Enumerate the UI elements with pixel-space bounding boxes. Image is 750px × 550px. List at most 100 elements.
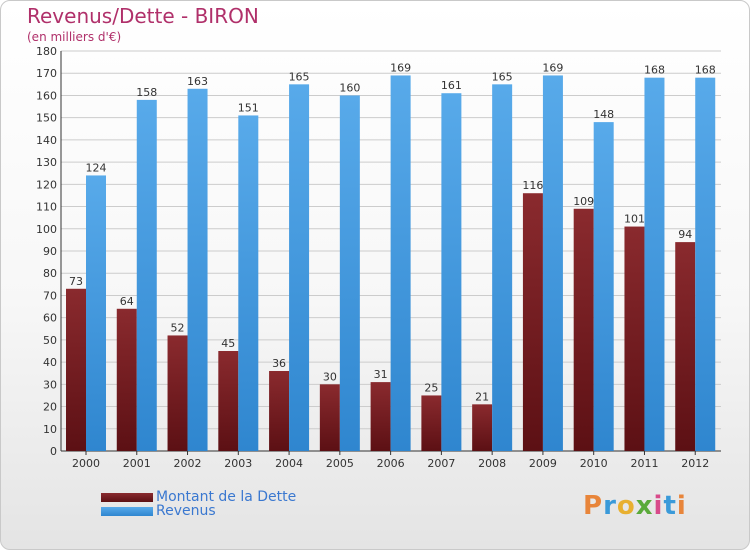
data-label-revenus: 165 xyxy=(492,70,513,83)
data-label-dette: 45 xyxy=(221,337,235,350)
bar-dette xyxy=(472,404,493,451)
y-tick-label: 120 xyxy=(36,178,57,191)
logo-letter: i xyxy=(676,491,687,521)
bar-revenus xyxy=(542,75,563,451)
data-label-revenus: 160 xyxy=(339,81,360,94)
data-label-dette: 21 xyxy=(475,390,489,403)
bar-revenus xyxy=(339,95,360,451)
x-tick-label: 2005 xyxy=(326,457,354,470)
y-tick-label: 60 xyxy=(43,312,57,325)
bar-revenus xyxy=(289,84,310,451)
logo-letter: P xyxy=(583,491,604,521)
bar-dette xyxy=(370,382,391,451)
legend-label-revenus: Revenus xyxy=(156,503,216,519)
y-tick-label: 0 xyxy=(50,445,57,458)
logo-letter: r xyxy=(603,491,617,521)
bar-dette xyxy=(522,193,543,451)
bar-dette xyxy=(269,371,290,451)
x-tick-label: 2008 xyxy=(478,457,506,470)
y-tick-label: 100 xyxy=(36,223,57,236)
bar-revenus xyxy=(644,77,665,452)
y-tick-label: 130 xyxy=(36,156,57,169)
y-tick-label: 40 xyxy=(43,356,57,369)
data-label-revenus: 124 xyxy=(86,161,107,174)
legend-swatch-revenus xyxy=(101,506,153,516)
legend-swatch-dette xyxy=(101,492,153,502)
y-tick-label: 90 xyxy=(43,245,57,258)
data-label-revenus: 148 xyxy=(593,108,614,121)
bar-revenus xyxy=(238,115,259,451)
y-tick-label: 30 xyxy=(43,378,57,391)
data-label-revenus: 165 xyxy=(289,70,310,83)
y-tick-label: 180 xyxy=(36,45,57,58)
bar-dette xyxy=(319,384,340,451)
x-tick-label: 2006 xyxy=(377,457,405,470)
bar-dette xyxy=(624,226,645,451)
x-tick-label: 2012 xyxy=(681,457,709,470)
x-tick-label: 2003 xyxy=(224,457,252,470)
bar-revenus xyxy=(593,122,614,451)
legend-label-dette: Montant de la Dette xyxy=(156,489,297,505)
legend-item-revenus: Revenus xyxy=(101,503,216,519)
x-tick-label: 2011 xyxy=(630,457,658,470)
x-tick-label: 2009 xyxy=(529,457,557,470)
bar-dette xyxy=(116,308,137,451)
y-tick-label: 170 xyxy=(36,67,57,80)
bar-dette xyxy=(66,288,86,451)
data-label-revenus: 169 xyxy=(390,61,411,74)
bar-revenus xyxy=(390,75,411,451)
data-label-revenus: 161 xyxy=(441,79,462,92)
data-label-dette: 30 xyxy=(323,370,337,383)
logo-letter: o xyxy=(616,491,636,521)
y-tick-label: 50 xyxy=(43,334,57,347)
x-tick-label: 2010 xyxy=(580,457,608,470)
y-tick-label: 110 xyxy=(36,201,57,214)
data-label-revenus: 168 xyxy=(644,64,665,77)
bar-dette xyxy=(675,242,696,451)
chart-title: Revenus/Dette - BIRON xyxy=(27,4,259,28)
bar-revenus xyxy=(695,77,716,452)
data-label-dette: 73 xyxy=(69,275,83,288)
y-tick-label: 150 xyxy=(36,112,57,125)
bar-revenus xyxy=(187,88,208,452)
y-tick-label: 20 xyxy=(43,401,57,414)
data-label-dette: 64 xyxy=(120,295,134,308)
x-tick-label: 2007 xyxy=(427,457,455,470)
x-tick-label: 2002 xyxy=(174,457,202,470)
y-tick-label: 160 xyxy=(36,89,57,102)
data-label-dette: 36 xyxy=(272,357,286,370)
y-tick-label: 140 xyxy=(36,134,57,147)
data-label-dette: 52 xyxy=(171,321,185,334)
x-tick-label: 2004 xyxy=(275,457,303,470)
data-label-revenus: 169 xyxy=(542,61,563,74)
data-label-dette: 101 xyxy=(624,213,645,226)
proxiti-logo: Proxiti xyxy=(583,491,687,521)
bar-dette xyxy=(167,335,188,451)
logo-letter: i xyxy=(653,491,664,521)
data-label-revenus: 158 xyxy=(136,86,157,99)
y-tick-label: 70 xyxy=(43,289,57,302)
bar-revenus xyxy=(492,84,513,451)
y-tick-label: 10 xyxy=(43,423,57,436)
logo-letter: t xyxy=(663,491,677,521)
data-label-revenus: 168 xyxy=(695,64,716,77)
data-label-dette: 25 xyxy=(424,381,438,394)
y-tick-label: 80 xyxy=(43,267,57,280)
data-label-dette: 94 xyxy=(678,228,692,241)
bar-revenus xyxy=(441,93,462,451)
legend-item-dette: Montant de la Dette xyxy=(101,489,296,505)
data-label-revenus: 151 xyxy=(238,101,259,114)
logo-letter: x xyxy=(635,491,654,521)
x-tick-label: 2001 xyxy=(123,457,151,470)
bar-revenus xyxy=(136,99,157,451)
bar-dette xyxy=(573,208,594,451)
chart-subtitle: (en milliers d'€) xyxy=(27,30,122,44)
bar-revenus xyxy=(86,175,106,451)
data-label-dette: 109 xyxy=(573,195,594,208)
data-label-dette: 31 xyxy=(374,368,388,381)
data-label-dette: 116 xyxy=(522,179,543,192)
x-tick-label: 2000 xyxy=(72,457,100,470)
bar-dette xyxy=(218,351,239,451)
